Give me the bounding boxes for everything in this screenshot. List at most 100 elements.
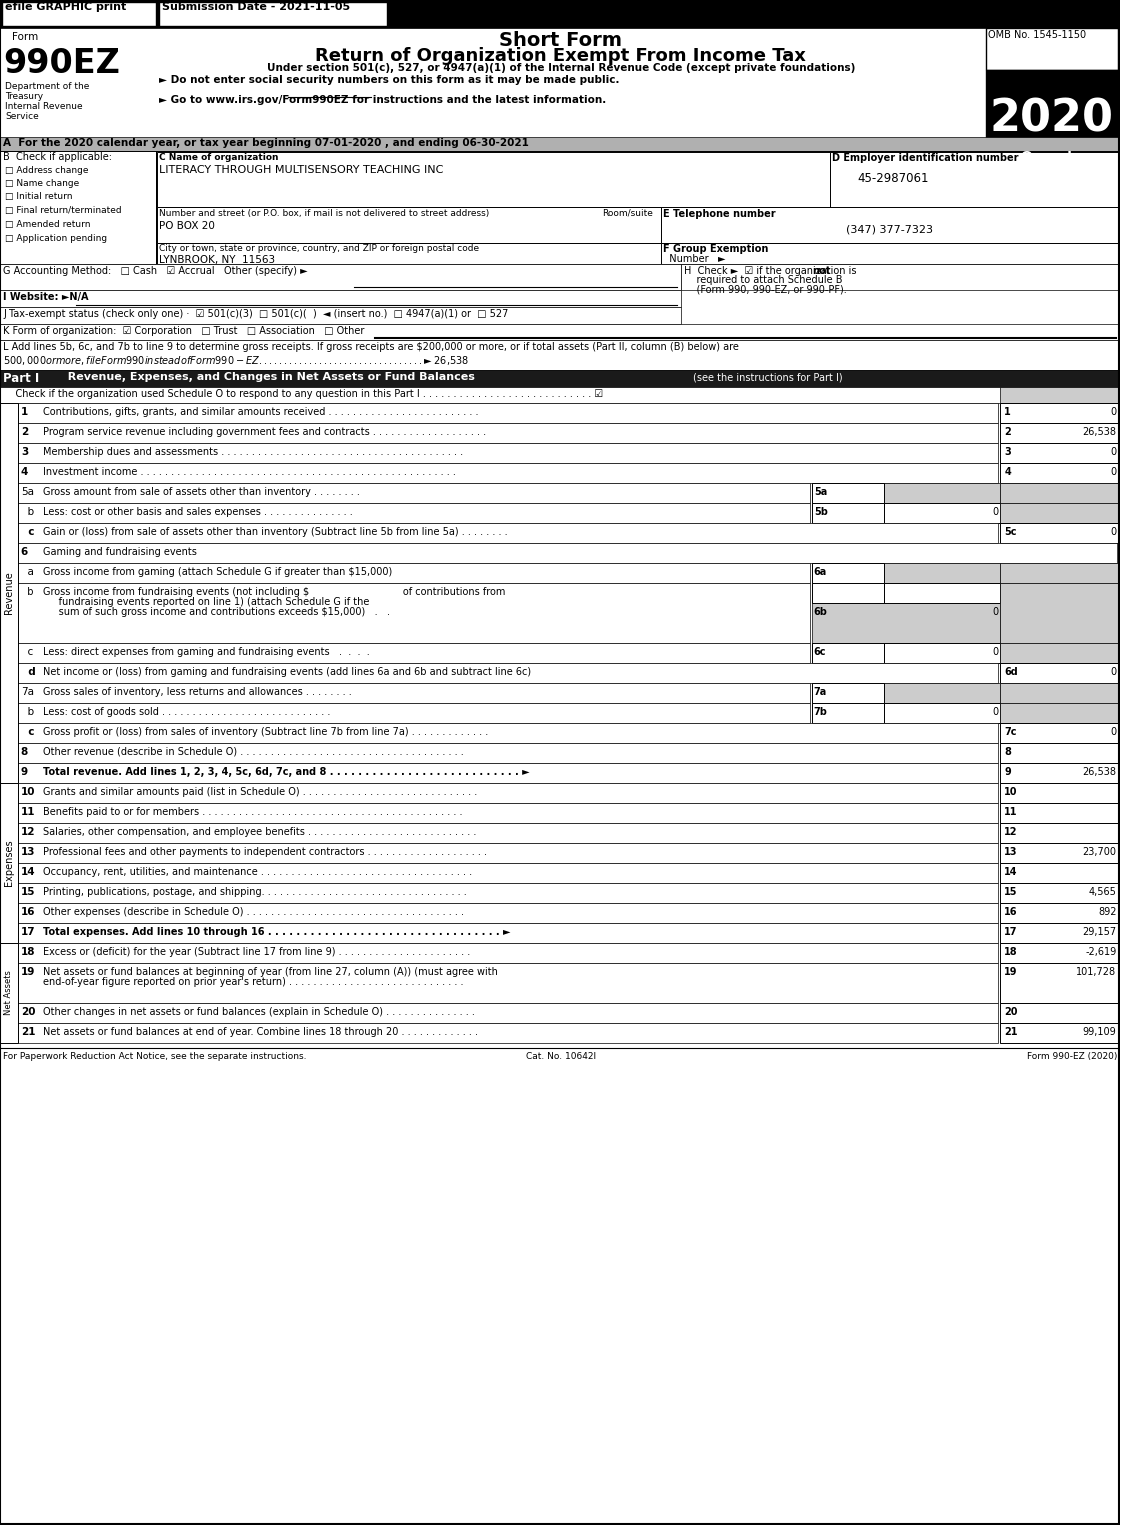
Bar	[1000, 523, 1119, 543]
Bar	[0, 0, 1120, 27]
Bar	[1000, 683, 1119, 703]
Text: B  Check if applicable:: B Check if applicable:	[3, 152, 112, 162]
Text: 17: 17	[1005, 927, 1018, 936]
Text: □ Application pending: □ Application pending	[5, 233, 107, 242]
Bar	[18, 743, 998, 762]
Text: □ Name change: □ Name change	[5, 178, 79, 188]
Bar	[1000, 442, 1119, 464]
Text: Return of Organization Exempt From Income Tax: Return of Organization Exempt From Incom…	[315, 47, 806, 66]
Text: 16: 16	[20, 907, 35, 917]
Bar	[812, 683, 884, 703]
Bar	[812, 703, 1000, 723]
Text: 0: 0	[1111, 528, 1117, 537]
Text: 10: 10	[20, 787, 35, 798]
Text: Other revenue (describe in Schedule O) . . . . . . . . . . . . . . . . . . . . .: Other revenue (describe in Schedule O) .…	[43, 747, 463, 756]
Text: Benefits paid to or for members . . . . . . . . . . . . . . . . . . . . . . . . : Benefits paid to or for members . . . . …	[43, 807, 462, 817]
Text: c: c	[20, 727, 34, 737]
Text: 6: 6	[20, 547, 28, 557]
Text: H  Check ►  ☑ if the organization is: H Check ► ☑ if the organization is	[684, 265, 859, 276]
Bar	[660, 207, 1119, 242]
Text: Membership dues and assessments . . . . . . . . . . . . . . . . . . . . . . . . : Membership dues and assessments . . . . …	[43, 447, 463, 458]
Text: □ Initial return: □ Initial return	[5, 192, 72, 201]
Bar	[18, 464, 998, 483]
Text: Gain or (loss) from sale of assets other than inventory (Subtract line 5b from l: Gain or (loss) from sale of assets other…	[43, 528, 507, 537]
Bar	[157, 207, 660, 242]
Bar	[1000, 824, 1119, 843]
Bar	[812, 583, 884, 602]
Bar	[1000, 403, 1119, 422]
Bar	[1000, 563, 1119, 583]
Text: 7c: 7c	[1005, 727, 1017, 737]
Bar	[812, 683, 1000, 703]
Bar	[157, 242, 830, 264]
Text: 892: 892	[1099, 907, 1117, 917]
Text: 4: 4	[1005, 467, 1012, 477]
Text: Other expenses (describe in Schedule O) . . . . . . . . . . . . . . . . . . . . : Other expenses (describe in Schedule O) …	[43, 907, 464, 917]
Bar	[1000, 1003, 1119, 1023]
Text: 18: 18	[1005, 947, 1018, 958]
Bar	[1000, 883, 1119, 903]
Text: fundraising events reported on line 1) (attach Schedule G if the: fundraising events reported on line 1) (…	[43, 596, 369, 607]
Bar	[18, 703, 809, 723]
Text: Number and street (or P.O. box, if mail is not delivered to street address): Number and street (or P.O. box, if mail …	[159, 209, 489, 218]
Text: end-of-year figure reported on prior year's return) . . . . . . . . . . . . . . : end-of-year figure reported on prior yea…	[43, 978, 463, 987]
Text: Less: cost or other basis and sales expenses . . . . . . . . . . . . . . .: Less: cost or other basis and sales expe…	[43, 506, 352, 517]
Bar	[18, 442, 998, 464]
Text: 0: 0	[992, 647, 998, 657]
Bar	[1000, 422, 1119, 442]
Text: b: b	[20, 708, 34, 717]
Text: Room/suite: Room/suite	[603, 209, 654, 218]
Text: Short Form: Short Form	[499, 30, 622, 50]
Text: Net assets or fund balances at beginning of year (from line 27, column (A)) (mus: Net assets or fund balances at beginning…	[43, 967, 498, 978]
Text: I Website: ►N/A: I Website: ►N/A	[3, 291, 88, 302]
Text: Cat. No. 10642I: Cat. No. 10642I	[526, 1052, 596, 1061]
Text: OMB No. 1545-1150: OMB No. 1545-1150	[989, 30, 1086, 40]
Bar	[812, 503, 884, 523]
Text: Gross sales of inventory, less returns and allowances . . . . . . . .: Gross sales of inventory, less returns a…	[43, 686, 351, 697]
Text: 12: 12	[1005, 827, 1018, 837]
Bar	[830, 152, 1119, 207]
Text: A  For the 2020 calendar year, or tax year beginning 07-01-2020 , and ending 06-: A For the 2020 calendar year, or tax yea…	[3, 137, 528, 148]
Bar	[884, 644, 1000, 663]
Bar	[884, 703, 1000, 723]
Text: Gaming and fundraising events: Gaming and fundraising events	[43, 547, 196, 557]
Text: 20: 20	[20, 1006, 35, 1017]
Bar	[157, 152, 830, 207]
Text: 19: 19	[1005, 967, 1018, 978]
Bar	[1000, 644, 1119, 663]
Text: F Group Exemption: F Group Exemption	[663, 244, 769, 255]
Text: 0: 0	[992, 506, 998, 517]
Bar	[0, 137, 1120, 151]
Text: Printing, publications, postage, and shipping. . . . . . . . . . . . . . . . . .: Printing, publications, postage, and shi…	[43, 888, 466, 897]
Text: 7a: 7a	[20, 686, 34, 697]
Text: Gross income from gaming (attach Schedule G if greater than $15,000): Gross income from gaming (attach Schedul…	[43, 567, 392, 576]
Text: 10: 10	[1005, 787, 1018, 798]
Bar	[884, 583, 1000, 602]
Text: Under section 501(c), 527, or 4947(a)(1) of the Internal Revenue Code (except pr: Under section 501(c), 527, or 4947(a)(1)…	[266, 63, 855, 73]
Bar	[1000, 804, 1119, 824]
Text: Total expenses. Add lines 10 through 16 . . . . . . . . . . . . . . . . . . . . : Total expenses. Add lines 10 through 16 …	[43, 927, 510, 936]
Text: L Add lines 5b, 6c, and 7b to line 9 to determine gross receipts. If gross recei: L Add lines 5b, 6c, and 7b to line 9 to …	[3, 342, 738, 352]
Text: 0: 0	[1111, 407, 1117, 416]
Text: Salaries, other compensation, and employee benefits . . . . . . . . . . . . . . : Salaries, other compensation, and employ…	[43, 827, 476, 837]
Text: efile GRAPHIC print: efile GRAPHIC print	[5, 2, 126, 12]
Text: 26,538: 26,538	[1083, 767, 1117, 778]
Bar	[18, 762, 998, 782]
Text: □ Address change: □ Address change	[5, 166, 88, 175]
Text: 6d: 6d	[1005, 666, 1018, 677]
Text: Form 990-EZ (2020): Form 990-EZ (2020)	[1027, 1052, 1118, 1061]
Text: Open to: Open to	[1021, 149, 1083, 165]
Text: □ Amended return: □ Amended return	[5, 220, 90, 229]
Text: Public: Public	[1029, 168, 1076, 181]
Text: C Name of organization: C Name of organization	[159, 152, 278, 162]
Text: Less: direct expenses from gaming and fundraising events   .  .  .  .: Less: direct expenses from gaming and fu…	[43, 647, 369, 657]
Bar	[0, 27, 1120, 140]
Bar	[18, 422, 998, 442]
Bar	[18, 583, 809, 644]
Text: Form: Form	[12, 32, 38, 43]
Text: 15: 15	[20, 888, 35, 897]
Text: Inspection: Inspection	[1012, 188, 1093, 201]
Bar	[1000, 743, 1119, 762]
Bar	[1000, 762, 1119, 782]
Bar	[986, 70, 1119, 140]
